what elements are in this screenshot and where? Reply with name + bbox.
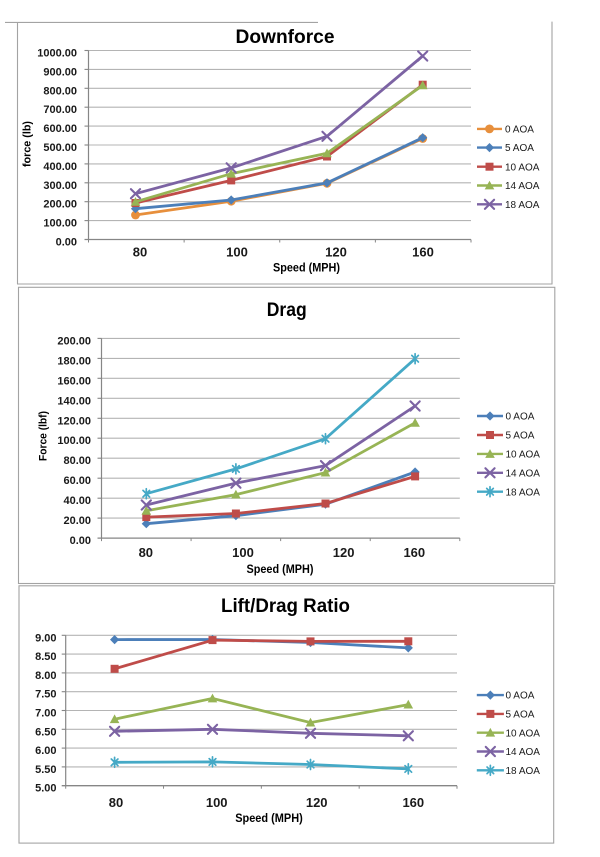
- svg-text:0 AOA: 0 AOA: [506, 691, 535, 702]
- svg-text:10 AOA: 10 AOA: [506, 450, 541, 461]
- svg-text:120: 120: [325, 245, 347, 260]
- svg-text:200.00: 200.00: [43, 199, 77, 211]
- svg-text:600.00: 600.00: [43, 123, 77, 135]
- svg-text:160.00: 160.00: [57, 375, 91, 387]
- svg-text:10 AOA: 10 AOA: [505, 162, 540, 173]
- svg-text:14 AOA: 14 AOA: [506, 468, 541, 479]
- svg-text:100.00: 100.00: [57, 435, 91, 447]
- svg-text:8.50: 8.50: [35, 651, 56, 663]
- svg-text:160: 160: [403, 545, 425, 560]
- svg-text:40.00: 40.00: [63, 495, 91, 507]
- svg-text:80: 80: [133, 245, 147, 260]
- svg-text:5 AOA: 5 AOA: [506, 431, 535, 442]
- svg-text:120: 120: [333, 545, 355, 560]
- svg-text:9.00: 9.00: [35, 632, 56, 644]
- svg-text:180.00: 180.00: [57, 355, 91, 367]
- svg-text:5 AOA: 5 AOA: [506, 710, 535, 721]
- svg-text:7.00: 7.00: [35, 708, 56, 720]
- svg-text:120: 120: [306, 795, 328, 810]
- svg-text:Speed (MPH): Speed (MPH): [235, 811, 303, 825]
- svg-text:120.00: 120.00: [57, 415, 91, 427]
- svg-text:200.00: 200.00: [57, 335, 91, 347]
- svg-text:60.00: 60.00: [63, 475, 91, 487]
- svg-text:80: 80: [139, 545, 153, 560]
- svg-text:Speed (MPH): Speed (MPH): [247, 562, 314, 576]
- svg-text:100: 100: [232, 545, 254, 560]
- svg-text:18 AOA: 18 AOA: [506, 487, 541, 498]
- svg-text:5.00: 5.00: [35, 783, 56, 795]
- svg-text:100.00: 100.00: [43, 218, 77, 230]
- svg-text:14 AOA: 14 AOA: [506, 747, 541, 758]
- svg-text:300.00: 300.00: [43, 180, 77, 192]
- svg-text:6.00: 6.00: [35, 745, 56, 757]
- svg-text:Lift/Drag Ratio: Lift/Drag Ratio: [221, 596, 350, 617]
- svg-text:0 AOA: 0 AOA: [506, 412, 535, 423]
- svg-text:7.50: 7.50: [35, 689, 56, 701]
- svg-text:500.00: 500.00: [43, 142, 77, 154]
- svg-text:80.00: 80.00: [63, 455, 91, 467]
- svg-text:800.00: 800.00: [43, 85, 77, 97]
- svg-text:900.00: 900.00: [43, 66, 77, 78]
- svg-text:10 AOA: 10 AOA: [506, 728, 541, 739]
- svg-text:140.00: 140.00: [57, 395, 91, 407]
- svg-text:100: 100: [206, 795, 228, 810]
- svg-text:160: 160: [412, 245, 434, 260]
- svg-text:1000.00: 1000.00: [37, 48, 77, 60]
- svg-text:5.50: 5.50: [35, 764, 56, 776]
- svg-text:force (lb): force (lb): [22, 121, 34, 167]
- svg-text:18 AOA: 18 AOA: [505, 200, 540, 211]
- svg-text:Drag: Drag: [267, 300, 307, 321]
- svg-text:20.00: 20.00: [63, 515, 91, 527]
- svg-text:80: 80: [109, 795, 123, 810]
- svg-text:18 AOA: 18 AOA: [506, 766, 541, 777]
- svg-text:160: 160: [402, 795, 424, 810]
- svg-text:8.00: 8.00: [35, 670, 56, 682]
- svg-text:Force (lbf): Force (lbf): [38, 411, 50, 461]
- svg-text:5 AOA: 5 AOA: [505, 143, 534, 154]
- svg-text:6.50: 6.50: [35, 726, 56, 738]
- svg-text:Speed (MPH): Speed (MPH): [273, 261, 340, 275]
- svg-text:0 AOA: 0 AOA: [505, 125, 534, 136]
- svg-text:400.00: 400.00: [43, 161, 77, 173]
- svg-text:700.00: 700.00: [43, 104, 77, 116]
- svg-text:0.00: 0.00: [56, 237, 77, 249]
- svg-text:Downforce: Downforce: [236, 27, 335, 48]
- svg-text:100: 100: [226, 245, 248, 260]
- svg-text:14 AOA: 14 AOA: [505, 181, 540, 192]
- svg-text:0.00: 0.00: [70, 535, 91, 547]
